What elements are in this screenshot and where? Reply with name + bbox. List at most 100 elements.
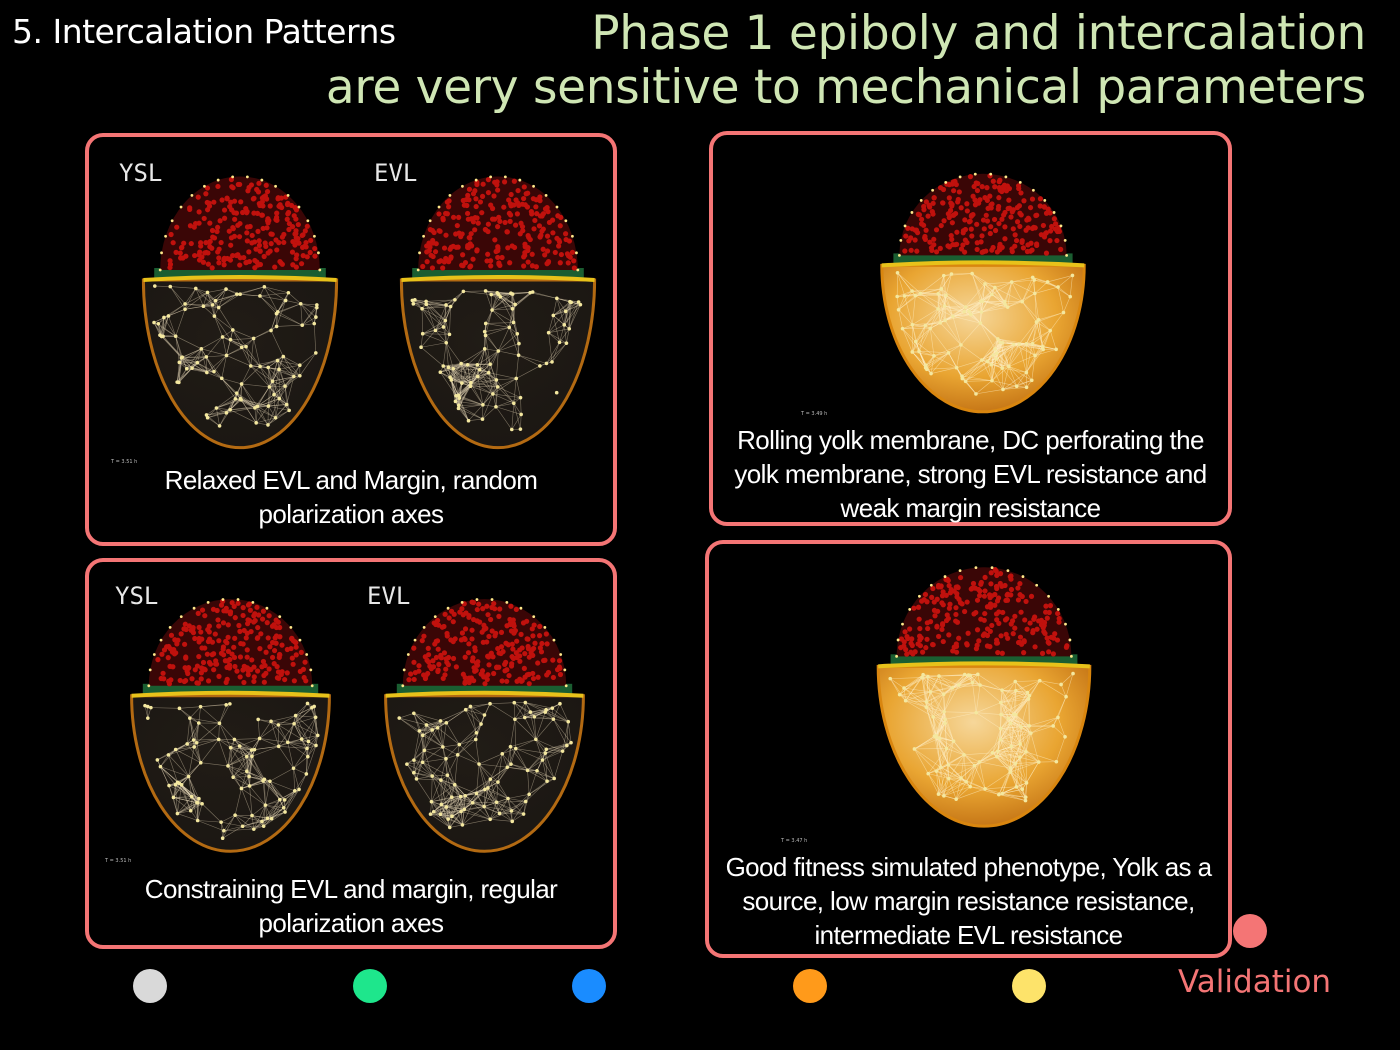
cap-cell [416, 663, 422, 669]
cap-cell [540, 211, 547, 217]
yolk-node [1025, 690, 1030, 695]
grey-dot [133, 969, 167, 1003]
cap-cell [904, 651, 910, 657]
yolk-node [195, 800, 199, 805]
yolk-node [438, 719, 443, 723]
caption: Constraining EVL and margin, regular pol… [89, 872, 613, 940]
yolk-node [495, 385, 500, 389]
cap-cell [903, 233, 909, 239]
cap-cell [1012, 625, 1018, 631]
slide-title-line-2: are very sensitive to mechanical paramet… [325, 60, 1366, 115]
cap-cell [460, 263, 466, 269]
cap-cell [536, 223, 543, 229]
yolk-node [430, 774, 435, 778]
yolk-node [1002, 299, 1007, 304]
cap-cell [237, 255, 243, 261]
yolk-node [944, 746, 949, 751]
yolk-node [1020, 299, 1025, 304]
yolk-node [448, 304, 453, 309]
yolk-node [488, 817, 492, 822]
yolk-node [167, 783, 171, 788]
cap-cell [1007, 574, 1013, 580]
cap-cell [968, 226, 974, 232]
cap-cell [198, 676, 204, 682]
yolk-node [564, 341, 569, 345]
yolk-node [244, 344, 248, 349]
cap-cell [1003, 597, 1009, 604]
cap-cell [252, 265, 258, 271]
cap-cell [1021, 198, 1027, 204]
yolk-node [932, 354, 936, 358]
yolk-node [237, 744, 242, 748]
yolk-node [1033, 291, 1037, 296]
cap-cell [960, 242, 966, 248]
timestamp: T = 3.49 h [801, 411, 828, 417]
yolk-node [978, 321, 983, 325]
cap-cell [224, 640, 230, 646]
yolk-node [897, 692, 902, 697]
cap-cell [299, 244, 306, 250]
yolk-node [457, 396, 462, 400]
cap-cell [448, 637, 454, 643]
cap-cell [246, 258, 253, 265]
cap-cell [441, 623, 447, 630]
yolk-node [438, 812, 443, 817]
cap-cell [272, 264, 278, 270]
yolk-node [962, 753, 966, 757]
cap-cell [1018, 609, 1024, 615]
yolk-node [534, 737, 538, 742]
cap-cell [221, 207, 228, 213]
cap-cell [1008, 586, 1015, 593]
yolk-node [297, 787, 301, 792]
cap-cell [901, 643, 907, 649]
yolk-node [962, 309, 967, 314]
cap-cell [480, 181, 486, 187]
cap-cell [462, 675, 468, 681]
yolk-node [551, 717, 556, 721]
cap-cell [485, 189, 492, 196]
cap-cell [949, 181, 955, 187]
yolk-node [1013, 761, 1018, 766]
yolk-node [216, 737, 221, 742]
cap-cell [532, 640, 538, 646]
cap-cell [257, 261, 264, 268]
cap-cell [436, 228, 442, 234]
yolk-node [233, 813, 237, 817]
cap-cell [947, 207, 954, 214]
yolk-node [994, 357, 999, 361]
yolk-node [278, 797, 282, 802]
ysl-label: YSL [119, 159, 163, 187]
cap-cell [994, 617, 1000, 623]
yolk-node [256, 717, 260, 722]
cap-cell [542, 252, 548, 258]
cap-cell [946, 195, 952, 201]
cap-cell [284, 216, 290, 222]
cap-cell [268, 231, 274, 237]
yolk-node [923, 323, 928, 328]
cap-cell [187, 205, 193, 211]
yolk-node [284, 402, 289, 407]
yolk-node [460, 823, 465, 827]
yolk-node [494, 800, 499, 805]
yolk-node [942, 794, 946, 798]
cap-cell [507, 616, 513, 623]
yolk-node [482, 329, 487, 334]
cap-cell [994, 585, 1000, 592]
yolk-node [936, 792, 941, 796]
yolk-node [262, 285, 267, 289]
cap-cell [556, 658, 563, 664]
yolk-node [565, 743, 569, 748]
yolk-node [567, 326, 572, 331]
yolk-node [239, 345, 244, 350]
yolk-node [1014, 712, 1018, 717]
cap-cell [442, 611, 448, 617]
cap-cell [521, 665, 527, 672]
cap-cell [259, 212, 265, 218]
cap-cell [912, 237, 918, 243]
cap-cell [960, 230, 966, 236]
cap-cell [1028, 240, 1034, 246]
embryo-simulation-image [876, 566, 1092, 828]
yolk-node [261, 824, 266, 828]
cap-cell [307, 249, 313, 256]
cap-cell [481, 622, 487, 628]
